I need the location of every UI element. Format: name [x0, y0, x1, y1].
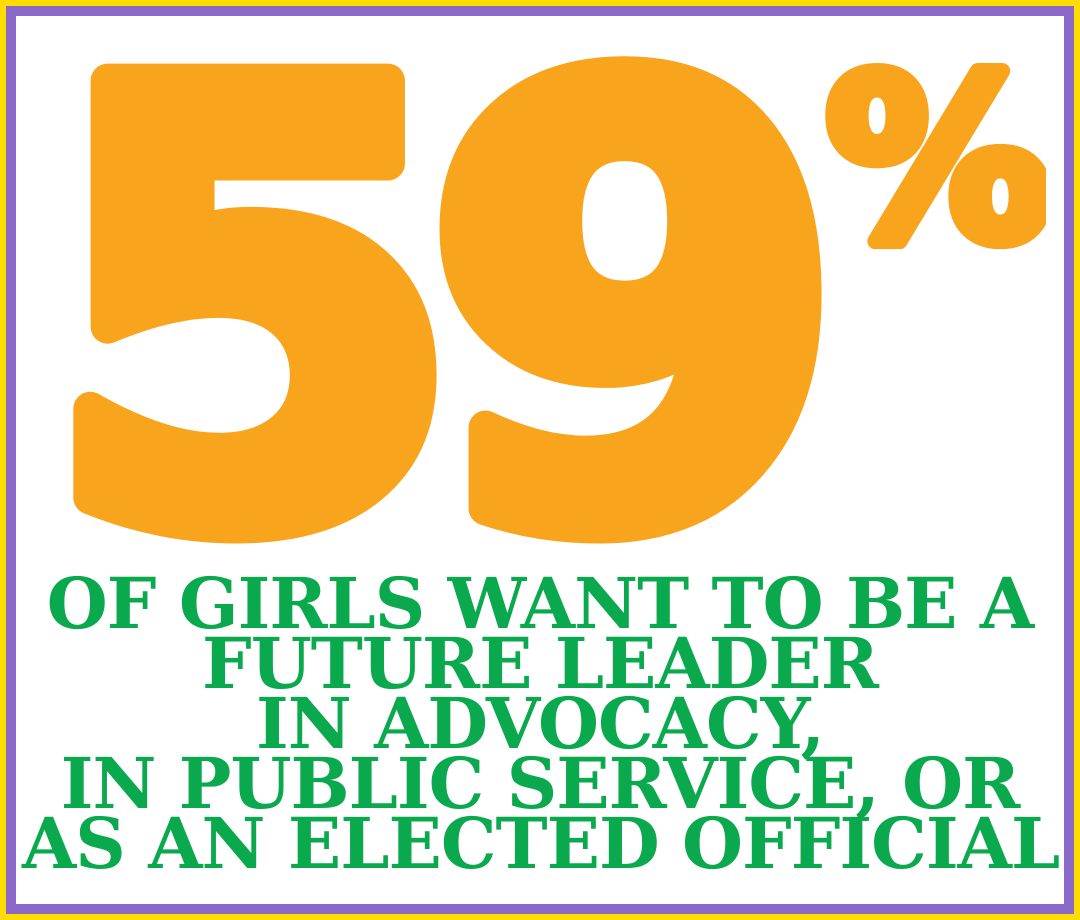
stat-number: 59 — [44, 34, 810, 574]
caption-line: IN PUBLIC SERVICE, OR — [60, 742, 1021, 825]
stat-graphic: 59 % — [36, 34, 1046, 574]
caption: OF GIRLS WANT TO BE A FUTURE LEADER IN A… — [22, 562, 1060, 885]
caption-line: OF GIRLS WANT TO BE A — [46, 562, 1034, 645]
caption-line: FUTURE LEADER — [202, 622, 879, 705]
caption-line: AS AN ELECTED OFFICIAL — [22, 802, 1060, 885]
percent-sign: % — [826, 34, 1046, 292]
caption-line: IN ADVOCACY, — [256, 682, 825, 765]
